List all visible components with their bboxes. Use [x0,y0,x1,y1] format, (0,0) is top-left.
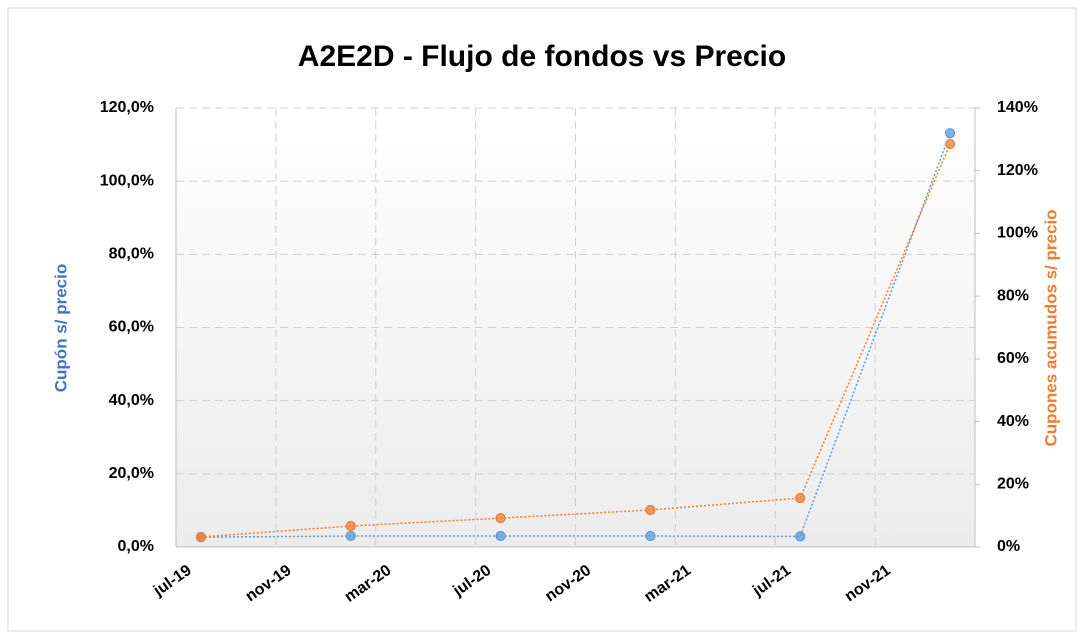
data-point [645,504,656,516]
data-point [195,531,207,543]
y2-tick-label: 120% [997,162,1038,179]
y-tick-label: 20,0% [109,465,154,482]
data-point [495,530,506,542]
data-point [795,492,806,504]
y-tick-label: 60,0% [109,319,154,336]
y-tick-label: 100,0% [100,172,154,189]
series-line [200,132,951,538]
y2-tick-label: 40% [997,413,1029,430]
y-tick-label: 0,0% [118,538,154,555]
data-point [345,520,356,532]
y2-axis-title: Cupones acumudos s/ precio [1041,209,1060,446]
y-tick-label: 120,0% [100,99,154,116]
y2-tick-label: 100% [997,225,1038,242]
data-point [944,128,956,139]
y-tick-label: 40,0% [109,392,154,409]
data-point [645,530,656,542]
data-point [944,138,956,150]
y2-tick-label: 60% [997,350,1029,367]
series-line [200,143,951,538]
data-point [345,530,356,542]
y2-tick-label: 20% [997,476,1029,493]
y-axis-title: Cupón s/ precio [51,264,70,392]
y2-tick-label: 0% [997,538,1020,555]
y-tick-label: 80,0% [109,246,154,263]
y2-tick-label: 80% [997,287,1029,304]
chart-title: A2E2D - Flujo de fondos vs Precio [298,40,786,73]
data-point [795,531,806,542]
y2-tick-label: 140% [997,99,1038,116]
data-point [495,513,506,524]
